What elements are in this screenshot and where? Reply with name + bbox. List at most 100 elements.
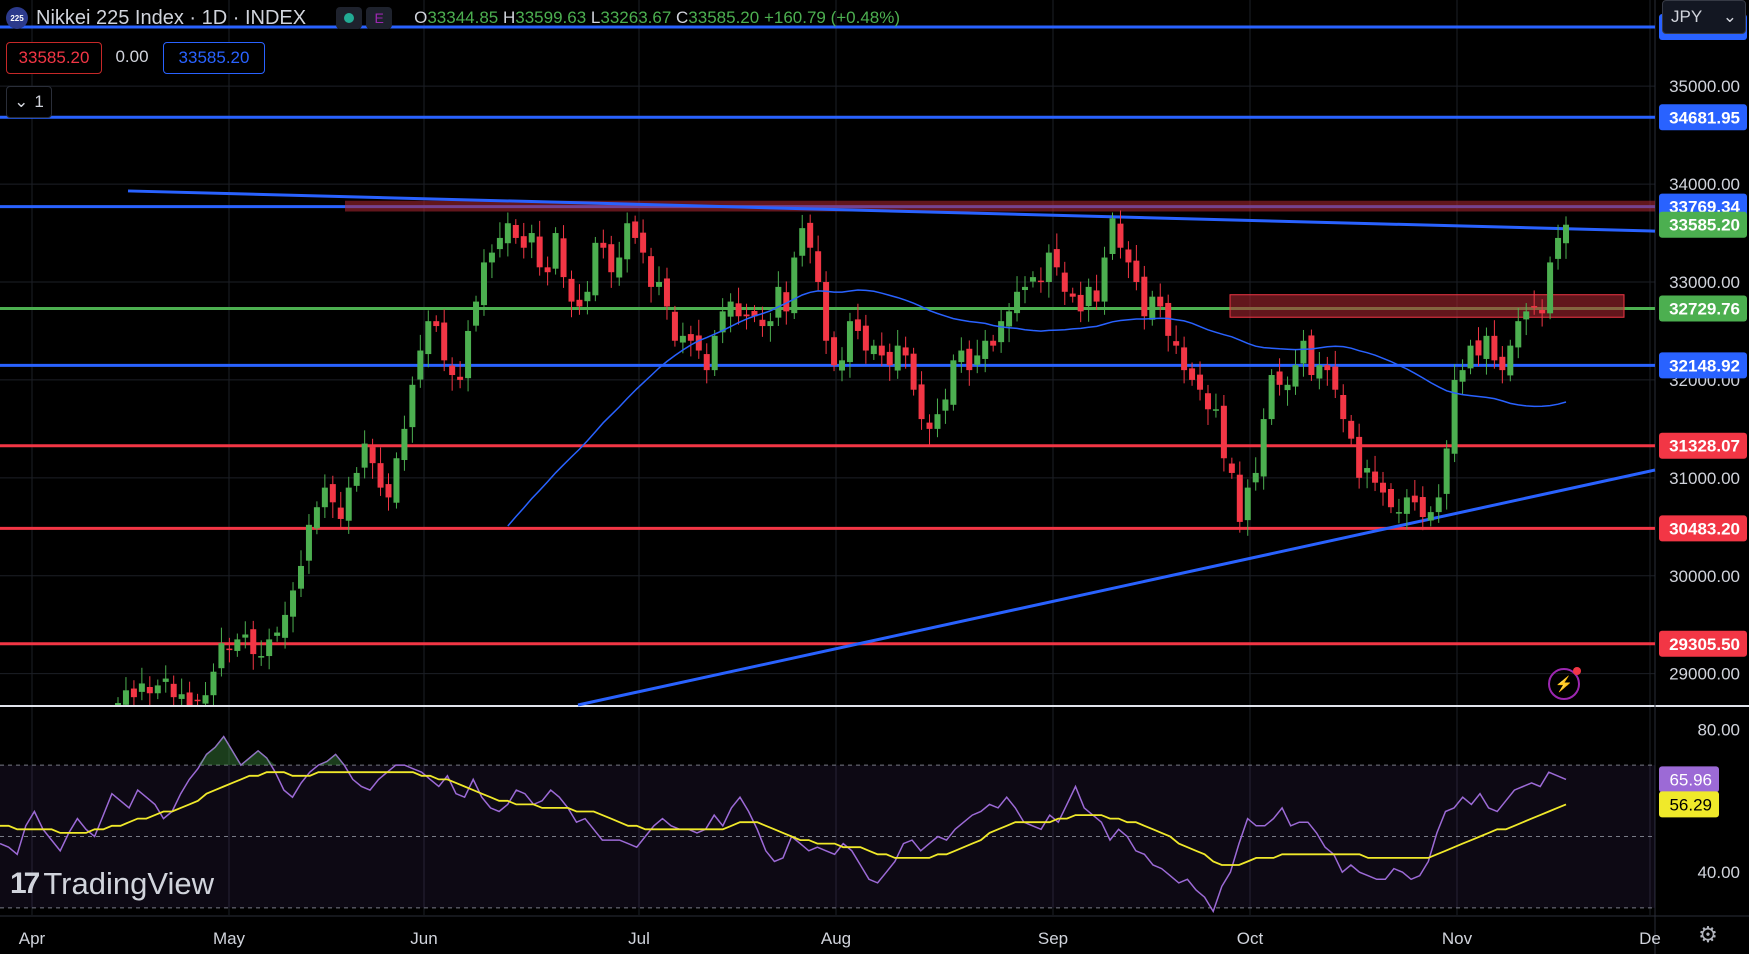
candle-body bbox=[1324, 365, 1331, 371]
candle-body bbox=[218, 643, 225, 669]
chart-overlays bbox=[127, 189, 1656, 707]
change-value: +160.79 (+0.48%) bbox=[763, 8, 901, 27]
candle-body bbox=[234, 639, 241, 651]
moving-average-line bbox=[507, 289, 1567, 527]
candle-body bbox=[528, 233, 535, 243]
candle-body bbox=[1260, 419, 1267, 477]
candle-body bbox=[210, 671, 217, 696]
currency-select[interactable]: JPY ⌄ bbox=[1662, 0, 1746, 34]
price-level-label: 29305.50 bbox=[1669, 635, 1740, 654]
price-level-label: 32729.76 bbox=[1669, 299, 1740, 318]
market-status[interactable]: E bbox=[336, 7, 393, 29]
candle-body bbox=[1427, 512, 1434, 521]
close-label: C bbox=[676, 8, 689, 27]
candle-body bbox=[385, 484, 392, 498]
candle-body bbox=[258, 656, 265, 658]
candle-body bbox=[839, 360, 845, 371]
candle-body bbox=[1268, 375, 1275, 420]
candle-body bbox=[1332, 366, 1339, 390]
candle-body bbox=[417, 350, 424, 380]
x-tick-label: May bbox=[213, 929, 246, 948]
candle-body bbox=[862, 325, 869, 351]
gear-icon[interactable]: ⚙ bbox=[1698, 922, 1718, 947]
rsi-value-badge bbox=[1659, 766, 1719, 793]
chevron-down-icon: ⌄ bbox=[14, 92, 29, 111]
candle-body bbox=[974, 355, 981, 365]
candle-body bbox=[250, 629, 257, 655]
candle-body bbox=[290, 590, 297, 617]
open-value: 33344.85 bbox=[427, 8, 499, 27]
x-tick-label: Apr bbox=[19, 929, 46, 948]
candle-body bbox=[1531, 306, 1538, 308]
price-level-label: 34681.95 bbox=[1669, 108, 1740, 127]
price-level-badge bbox=[1659, 104, 1747, 131]
price-axis[interactable]: 35000.0034000.0033000.0032000.0031000.00… bbox=[1659, 14, 1747, 882]
price-level-badge bbox=[1659, 515, 1747, 542]
ohlc-readout: O33344.85 H33599.63 L33263.67 C33585.20 … bbox=[414, 8, 900, 28]
high-label: H bbox=[502, 8, 516, 27]
delayed-data-badge: E bbox=[366, 7, 393, 29]
candle-body bbox=[727, 301, 734, 317]
candle-body bbox=[775, 286, 782, 318]
candle-body bbox=[1133, 260, 1140, 282]
ascending-trendline bbox=[577, 468, 1656, 707]
candle-body bbox=[1109, 218, 1116, 254]
candle-body bbox=[401, 428, 408, 461]
candle-body bbox=[1061, 272, 1068, 292]
candle-body bbox=[671, 311, 678, 341]
candle-body bbox=[115, 703, 121, 705]
candle-body bbox=[266, 639, 273, 657]
collapse-indicators-button[interactable]: ⌄ 1 bbox=[6, 86, 52, 118]
candle-body bbox=[1157, 296, 1164, 307]
candle-body bbox=[910, 353, 917, 390]
price-level-label: 30483.20 bbox=[1669, 519, 1740, 538]
candle-body bbox=[1491, 335, 1498, 361]
candle-body bbox=[146, 686, 153, 694]
y-tick-label: 31000.00 bbox=[1669, 469, 1740, 488]
candle-body bbox=[1499, 356, 1506, 371]
buy-button[interactable]: 33585.20 bbox=[163, 42, 265, 74]
candle-body bbox=[1284, 384, 1291, 391]
candle-body bbox=[425, 321, 432, 355]
candle-body bbox=[703, 354, 710, 371]
candle-body bbox=[600, 242, 607, 248]
candle-body bbox=[194, 699, 201, 702]
candle-body bbox=[584, 291, 591, 302]
candle-body bbox=[1037, 280, 1044, 283]
candle-body bbox=[990, 340, 997, 346]
candle-body bbox=[1348, 420, 1355, 439]
market-open-icon bbox=[336, 7, 363, 29]
y-tick-label: 34000.00 bbox=[1669, 175, 1740, 194]
time-axis[interactable]: Apr May Jun Jul Aug Sep Oct Nov De bbox=[19, 929, 1661, 948]
candle-body bbox=[568, 278, 575, 302]
candle-body bbox=[329, 484, 336, 503]
sell-button[interactable]: 33585.20 bbox=[6, 42, 102, 74]
candle-body bbox=[1316, 365, 1323, 379]
candle-body bbox=[457, 376, 464, 380]
candle-body bbox=[831, 337, 838, 366]
candle-body bbox=[934, 414, 941, 429]
candle-body bbox=[297, 565, 304, 589]
currency-label: JPY bbox=[1671, 7, 1703, 26]
close-value: 33585.20 bbox=[688, 8, 760, 27]
candle-body bbox=[1276, 371, 1283, 385]
candle-body bbox=[815, 251, 822, 282]
lightning-icon[interactable]: ⚡ bbox=[1548, 667, 1581, 700]
candle-body bbox=[488, 252, 495, 263]
indicator-count: 1 bbox=[34, 92, 44, 111]
y-tick-label: 30000.00 bbox=[1669, 567, 1740, 586]
candle-body bbox=[1125, 249, 1132, 263]
symbol-title[interactable]: Nikkei 225 Index · 1D · INDEX bbox=[36, 6, 307, 29]
x-tick-label: Jul bbox=[628, 929, 650, 948]
candle-body bbox=[1006, 311, 1013, 327]
candle-body bbox=[369, 447, 376, 464]
candle-body bbox=[687, 334, 694, 341]
candle-body bbox=[926, 422, 933, 429]
candle-body bbox=[1459, 370, 1466, 382]
candle-body bbox=[441, 322, 448, 361]
candle-body bbox=[1029, 277, 1036, 282]
candle-body bbox=[1204, 393, 1211, 410]
rsi-ma-line bbox=[0, 771, 1567, 866]
